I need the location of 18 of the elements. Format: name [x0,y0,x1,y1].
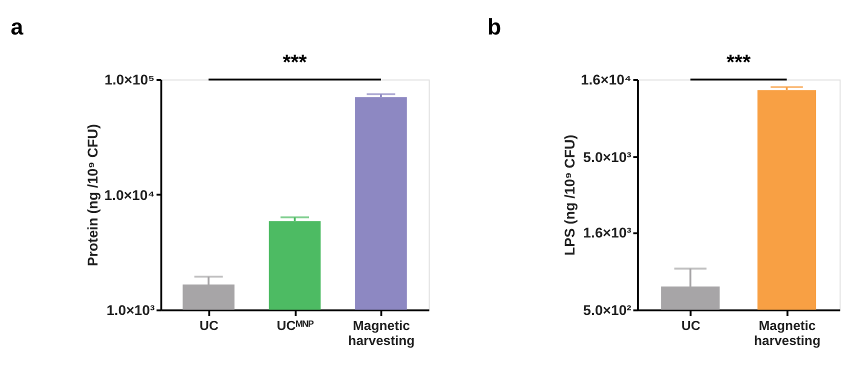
x-tick-label: UCᴹᴺᴾ [276,318,314,334]
x-tick-label: UC [200,318,220,334]
y-axis-title: Protein (ng /10⁹ CFU) [84,124,101,266]
x-tick-label: UC [681,318,701,334]
chart-title: b [487,14,502,40]
y-tick-label: 5.0×10² [583,302,632,318]
x-tick-label: Magnetic harvesting [348,318,415,348]
x-tick-label: Magnetic harvesting [754,318,821,348]
y-axis-title: LPS (ng /10⁹ CFU) [561,134,578,256]
y-tick-label: 1.6×10⁴ [580,72,632,88]
text: *** [282,51,308,74]
chart-title: a [10,14,24,40]
y-tick-label: 1.0×10⁵ [104,72,155,88]
y-tick-label: 5.0×10³ [583,148,632,165]
text: *** [726,51,752,74]
y-tick-label: 1.0×10⁴ [104,186,155,203]
y-tick-label: 1.0×10³ [106,302,155,318]
y-tick-label: 1.6×10³ [583,224,632,241]
